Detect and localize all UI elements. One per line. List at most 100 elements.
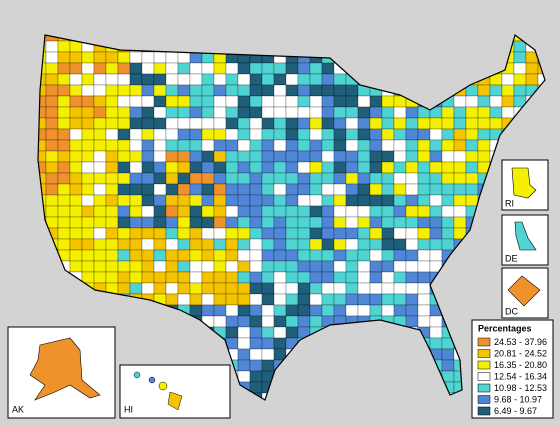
county-region — [381, 337, 395, 350]
county-region — [93, 172, 107, 185]
county-region — [201, 249, 215, 262]
county-region — [165, 205, 179, 218]
county-region — [453, 73, 467, 86]
county-region — [345, 227, 359, 240]
county-region — [369, 150, 383, 163]
county-region — [333, 315, 347, 328]
county-region — [321, 40, 335, 53]
county-region — [129, 194, 143, 207]
county-region — [93, 271, 107, 284]
county-region — [129, 51, 143, 64]
county-region — [38, 117, 47, 130]
county-region — [261, 62, 275, 75]
county-region — [81, 150, 95, 163]
county-region — [297, 238, 311, 251]
county-region — [237, 282, 251, 295]
county-region — [261, 249, 275, 262]
county-region — [454, 404, 466, 415]
county-region — [189, 194, 203, 207]
county-region — [309, 205, 323, 218]
county-region — [381, 205, 395, 218]
county-region — [309, 161, 323, 174]
county-region — [141, 139, 155, 152]
county-region — [153, 183, 167, 196]
county-region — [153, 128, 167, 141]
county-region — [177, 271, 191, 284]
county-region — [453, 117, 467, 130]
county-region — [38, 271, 47, 284]
county-region — [405, 392, 419, 400]
de-shape — [514, 221, 537, 251]
county-region — [393, 150, 407, 163]
county-region — [441, 117, 455, 130]
county-region — [393, 271, 407, 284]
county-region — [213, 62, 227, 75]
county-region — [153, 35, 167, 42]
county-region — [57, 106, 71, 119]
county-region — [249, 73, 263, 86]
county-region — [465, 128, 479, 141]
county-region — [177, 205, 191, 218]
county-region — [345, 348, 359, 361]
county-region — [165, 84, 179, 97]
county-region — [237, 40, 251, 53]
county-region — [213, 227, 227, 240]
county-region — [489, 117, 503, 130]
county-region — [345, 238, 359, 251]
county-region — [189, 117, 203, 130]
dc-shape — [507, 275, 541, 307]
county-region — [357, 326, 371, 339]
county-region — [550, 294, 559, 305]
county-region — [309, 117, 323, 130]
county-region — [225, 348, 239, 361]
county-region — [393, 348, 407, 361]
county-region — [213, 40, 227, 53]
county-region — [333, 51, 347, 64]
county-region — [201, 260, 215, 273]
county-region — [273, 194, 287, 207]
county-region — [38, 161, 47, 174]
county-region — [273, 205, 287, 218]
county-region — [537, 35, 545, 42]
county-region — [213, 282, 227, 295]
county-region — [81, 161, 95, 174]
county-region — [357, 73, 371, 86]
county-region — [117, 35, 131, 42]
county-region — [69, 293, 83, 306]
county-region — [309, 194, 323, 207]
county-region — [93, 205, 107, 218]
county-region — [129, 172, 143, 185]
county-region — [357, 172, 371, 185]
county-region — [237, 293, 251, 306]
county-region — [357, 216, 371, 229]
county-region — [177, 161, 191, 174]
county-region — [465, 106, 479, 119]
county-region — [261, 73, 275, 86]
county-region — [105, 95, 119, 108]
county-region — [550, 228, 559, 239]
county-region — [477, 106, 491, 119]
county-region — [129, 282, 143, 295]
county-region — [141, 271, 155, 284]
county-region — [285, 183, 299, 196]
county-region — [321, 271, 335, 284]
county-region — [345, 381, 359, 394]
county-region — [489, 172, 503, 185]
county-region — [394, 404, 406, 415]
county-region — [297, 359, 311, 372]
county-region — [165, 51, 179, 64]
county-region — [105, 84, 119, 97]
county-region — [141, 282, 155, 295]
county-region — [357, 238, 371, 251]
county-region — [201, 271, 215, 284]
county-region — [81, 139, 95, 152]
county-region — [261, 95, 275, 108]
county-region — [237, 183, 251, 196]
county-region — [465, 117, 479, 130]
county-region — [321, 62, 335, 75]
county-region — [369, 205, 383, 218]
county-region — [393, 51, 407, 64]
county-region — [441, 128, 455, 141]
county-region — [285, 194, 299, 207]
county-region — [429, 62, 443, 75]
